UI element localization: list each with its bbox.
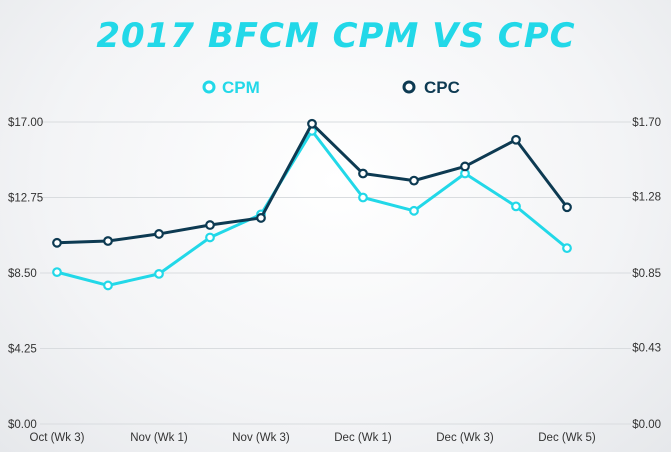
right-axis: $0.00 $0.43 $0.85 $1.28 $1.70 [632,117,661,431]
series-layer [52,118,572,291]
cpc-point [562,202,572,213]
x-tick-label: Dec (Wk 5) [538,432,596,444]
cpc-point [256,213,266,223]
left-tick-label: $0.00 [8,419,37,431]
gridlines [40,121,631,425]
x-tick-label: Dec (Wk 1) [334,432,392,444]
cpm-point [358,192,368,203]
cpc-point [205,220,215,230]
right-tick-label: $1.70 [632,117,661,129]
cpm-legend-label: CPM [222,78,260,97]
chart-title: 2017 BFCM CPM VS CPC [96,16,575,56]
left-tick-label: $8.50 [8,268,37,280]
legend: CPM CPC [202,78,460,97]
right-tick-label: $0.43 [632,343,661,355]
cpc-point [409,175,419,186]
cpc-point [307,118,317,129]
cpm-legend-marker [202,80,216,94]
cpc-point [52,237,62,248]
cpm-point [409,205,419,216]
cpm-point [154,268,164,279]
x-tick-label: Oct (Wk 3) [30,432,85,444]
cpc-point [358,168,368,179]
x-tick-label: Nov (Wk 1) [130,432,188,444]
right-tick-label: $1.28 [632,192,661,204]
left-tick-label: $4.25 [8,344,37,356]
cpm-point [103,280,113,291]
cpc-point [511,134,521,145]
cpm-point [205,232,215,243]
cpm-point [562,243,572,254]
cpc-point [154,229,164,239]
cpc-point [460,161,470,172]
cpc-legend-marker [402,80,416,94]
cpm-point [511,201,521,212]
cpc-legend-label: CPC [424,78,460,97]
cpc-line [56,122,569,245]
left-tick-label: $17.00 [8,117,43,129]
right-tick-label: $0.00 [632,419,661,431]
left-tick-label: $12.75 [8,193,43,205]
left-axis: $0.00 $4.25 $8.50 $12.75 $17.00 [8,117,43,431]
right-tick-label: $0.85 [632,268,661,280]
x-tick-label: Nov (Wk 3) [232,432,290,444]
cpm-point [52,267,62,278]
x-tick-label: Dec (Wk 3) [436,432,494,444]
x-axis: Oct (Wk 3) Nov (Wk 1) Nov (Wk 3) Dec (Wk 1)… [30,432,596,444]
cpc-point [103,236,113,246]
